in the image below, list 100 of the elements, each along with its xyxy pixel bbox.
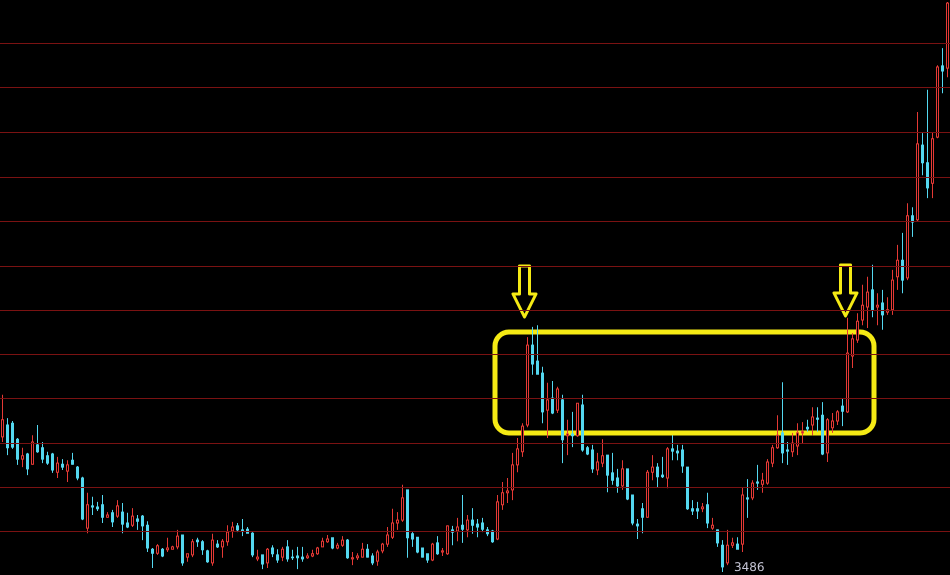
candlestick bbox=[621, 460, 624, 490]
candlestick bbox=[781, 382, 784, 464]
candlestick bbox=[391, 508, 394, 540]
candlestick bbox=[746, 478, 749, 518]
candlestick bbox=[921, 132, 924, 176]
candlestick bbox=[481, 517, 484, 533]
candlestick bbox=[561, 394, 564, 464]
candlestick bbox=[426, 552, 429, 564]
candlestick bbox=[881, 289, 884, 330]
candlestick bbox=[536, 324, 539, 376]
candlestick bbox=[321, 537, 324, 548]
candlestick bbox=[636, 518, 639, 540]
candlestick bbox=[71, 452, 74, 466]
candlestick bbox=[766, 458, 769, 486]
candlestick bbox=[136, 514, 139, 530]
candlestick bbox=[126, 512, 129, 529]
candlestick bbox=[411, 532, 414, 548]
candlestick bbox=[861, 284, 864, 326]
candlestick bbox=[566, 419, 569, 456]
candlestick bbox=[731, 537, 734, 549]
candlestick bbox=[66, 460, 69, 482]
candlestick bbox=[51, 452, 54, 474]
candlestick bbox=[286, 540, 289, 562]
candlestick bbox=[311, 549, 314, 558]
candlestick bbox=[446, 524, 449, 556]
candlestick bbox=[331, 536, 334, 550]
candlestick bbox=[826, 418, 829, 462]
candlestick bbox=[571, 411, 574, 448]
candlestick bbox=[471, 508, 474, 534]
candlestick bbox=[576, 402, 579, 438]
candlestick bbox=[461, 494, 464, 544]
candlestick bbox=[106, 512, 109, 518]
candlestick bbox=[526, 336, 529, 428]
candlestick bbox=[686, 466, 689, 510]
candlestick bbox=[41, 442, 44, 464]
candlestick bbox=[606, 454, 609, 493]
candlestick bbox=[521, 422, 524, 458]
candlestick bbox=[836, 410, 839, 426]
candlestick bbox=[26, 452, 29, 476]
candlestick bbox=[476, 518, 479, 538]
candlestick bbox=[111, 509, 114, 528]
candlestick bbox=[56, 456, 59, 478]
candlestick bbox=[256, 549, 259, 562]
candlestick bbox=[86, 492, 89, 534]
candlestick bbox=[101, 494, 104, 524]
candlestick bbox=[936, 64, 939, 139]
candlestick bbox=[721, 540, 724, 572]
candlestick bbox=[436, 536, 439, 556]
candlestick bbox=[341, 536, 344, 548]
candlestick bbox=[201, 540, 204, 556]
candlestick bbox=[241, 518, 244, 537]
candlestick bbox=[581, 394, 584, 452]
candlestick bbox=[431, 542, 434, 562]
candlestick bbox=[406, 489, 409, 558]
candlestick bbox=[236, 522, 239, 533]
candlestick bbox=[626, 468, 629, 501]
candlestick bbox=[396, 512, 399, 530]
candlestick bbox=[176, 529, 179, 550]
candlestick bbox=[701, 502, 704, 513]
candlestick bbox=[171, 545, 174, 550]
candlestick bbox=[906, 202, 909, 281]
candlestick bbox=[716, 528, 719, 548]
candlestick bbox=[891, 269, 894, 316]
candlestick bbox=[351, 552, 354, 566]
candlestick bbox=[546, 382, 549, 439]
candlestick bbox=[631, 494, 634, 526]
candlestick bbox=[316, 546, 319, 556]
candlestick bbox=[616, 468, 619, 494]
candlestick bbox=[221, 538, 224, 558]
candlestick bbox=[61, 458, 64, 470]
candlestick bbox=[456, 517, 459, 542]
candlestick bbox=[116, 500, 119, 518]
candlestick bbox=[346, 538, 349, 560]
candlestick bbox=[796, 422, 799, 456]
candlestick bbox=[791, 432, 794, 458]
candlestick bbox=[696, 501, 699, 520]
candlestick bbox=[381, 542, 384, 554]
candlestick bbox=[856, 312, 859, 344]
candlestick bbox=[711, 517, 714, 530]
candlestick bbox=[276, 548, 279, 564]
candlestick bbox=[281, 546, 284, 562]
candlestick bbox=[591, 444, 594, 474]
candlestick bbox=[81, 476, 84, 521]
candlestick bbox=[551, 380, 554, 415]
candlestick bbox=[146, 520, 149, 553]
candlestick bbox=[401, 484, 404, 522]
candlestick bbox=[336, 542, 339, 550]
candlestick bbox=[266, 548, 269, 569]
candlestick bbox=[931, 131, 934, 199]
candlestick bbox=[541, 366, 544, 424]
candlestick bbox=[216, 540, 219, 549]
candlestick bbox=[121, 502, 124, 534]
candlestick bbox=[91, 496, 94, 516]
candlestick bbox=[596, 452, 599, 476]
candlestick bbox=[671, 434, 674, 461]
candlestick bbox=[131, 508, 134, 528]
candlestick bbox=[46, 451, 49, 466]
candlestick bbox=[786, 442, 789, 466]
candlestick bbox=[326, 534, 329, 544]
candlestick bbox=[206, 549, 209, 564]
